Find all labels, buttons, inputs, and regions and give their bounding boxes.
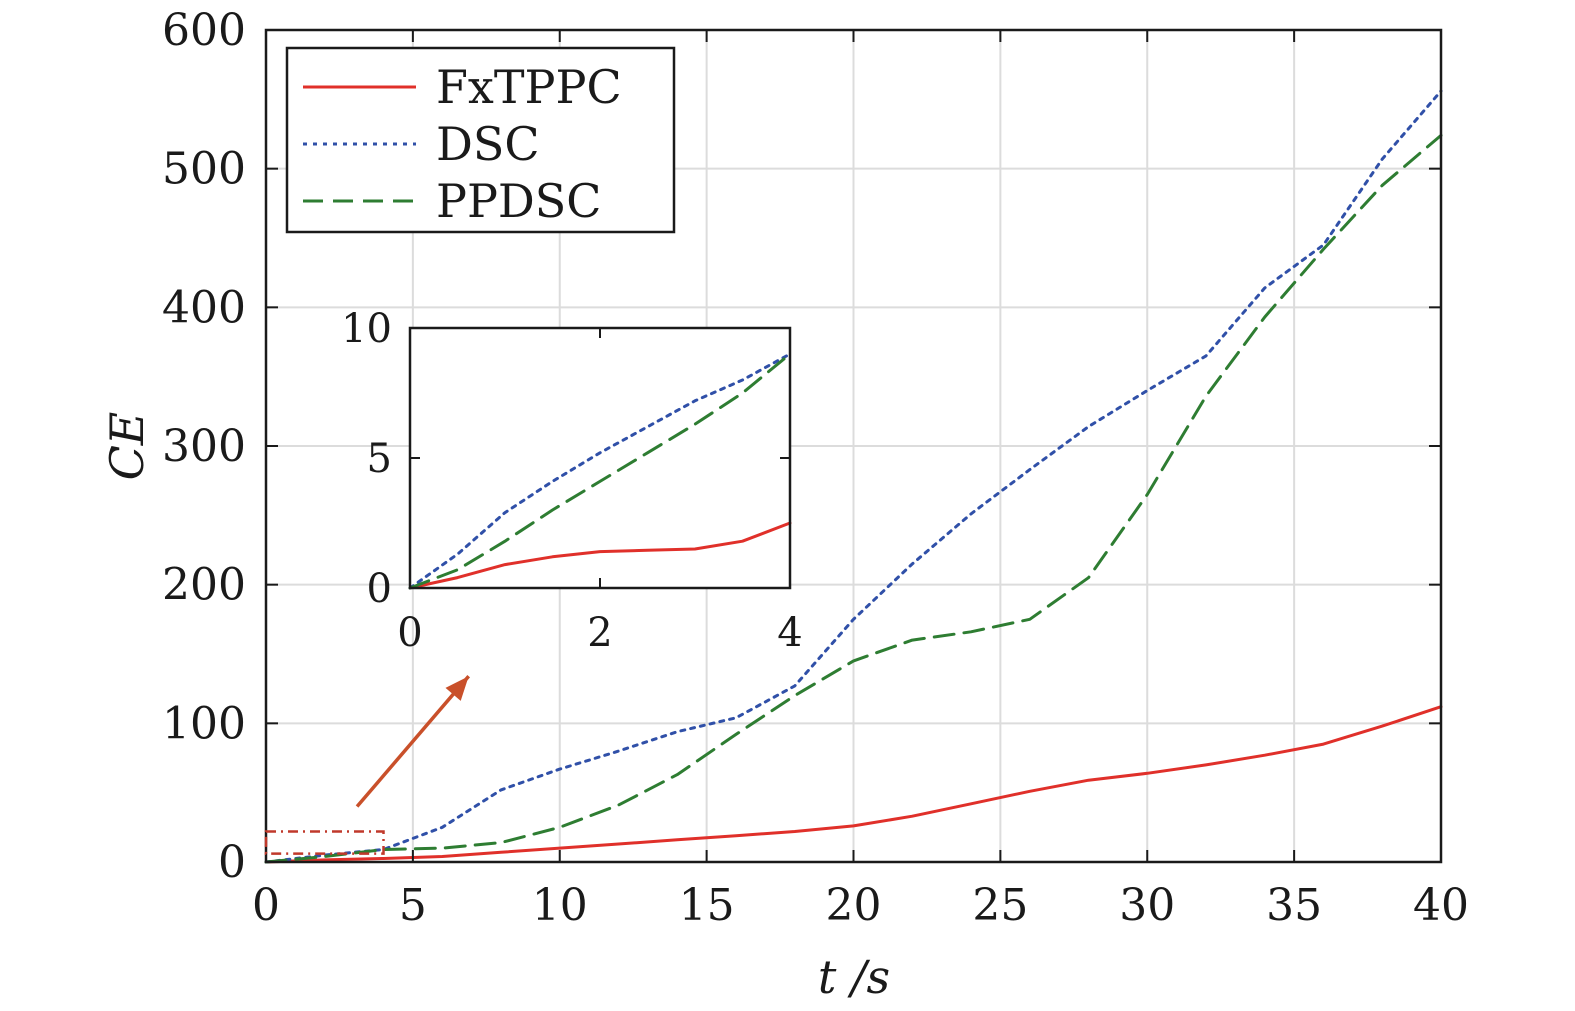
x-tick-label: 5 [399,880,427,931]
inset-plot-tick-labels: 0 2 4 0 5 10 [341,306,803,656]
main-plot-ticks [265,29,1442,863]
x-tick-label: 10 [532,880,588,931]
y-tick-label: 200 [162,560,246,611]
x-tick-label: 40 [1413,880,1469,931]
x-tick-label: 25 [972,880,1028,931]
y-tick-label: 100 [162,698,246,749]
inset-plot-series [408,352,792,590]
y-tick-label: 500 [162,144,246,195]
y-axis-label: CE [100,412,154,481]
zoom-arrow-head [445,676,469,701]
series-line-ppdsc [264,133,1443,864]
inset-y-tick-label: 5 [367,436,392,482]
x-tick-label: 0 [252,880,280,931]
inset-series-line-fxtppc [408,521,792,590]
inset-x-tick-label: 0 [397,610,422,656]
main-plot-series [264,89,1443,864]
zoom-annotation [264,675,471,855]
inset-plot: 0 2 4 0 5 10 [341,306,803,656]
x-axis-label: t /s [818,950,890,1004]
y-tick-label: 600 [162,5,246,56]
x-tick-label: 20 [826,880,882,931]
x-tick-label: 15 [679,880,735,931]
legend-label-ppdsc: PPDSC [436,174,602,228]
x-tick-label: 30 [1119,880,1175,931]
x-tick-label: 35 [1266,880,1322,931]
legend-label-fxtppc: FxTPPC [436,60,622,114]
y-tick-label: 0 [218,837,246,888]
zoom-arrow-shaft [355,675,471,808]
series-line-fxtppc [264,705,1443,864]
y-tick-label: 300 [162,421,246,472]
inset-background [410,328,790,588]
series-line-dsc [264,89,1443,864]
inset-y-tick-label: 0 [367,566,392,612]
inset-x-tick-label: 4 [777,610,802,656]
inset-plot-ticks [409,327,791,589]
inset-x-tick-label: 2 [587,610,612,656]
inset-y-tick-label: 10 [341,306,392,352]
y-tick-label: 400 [162,282,246,333]
zoom-box [264,830,385,855]
legend-label-dsc: DSC [436,117,540,171]
inset-series-line-dsc [408,352,792,590]
inset-series-line-ppdsc [408,352,792,590]
